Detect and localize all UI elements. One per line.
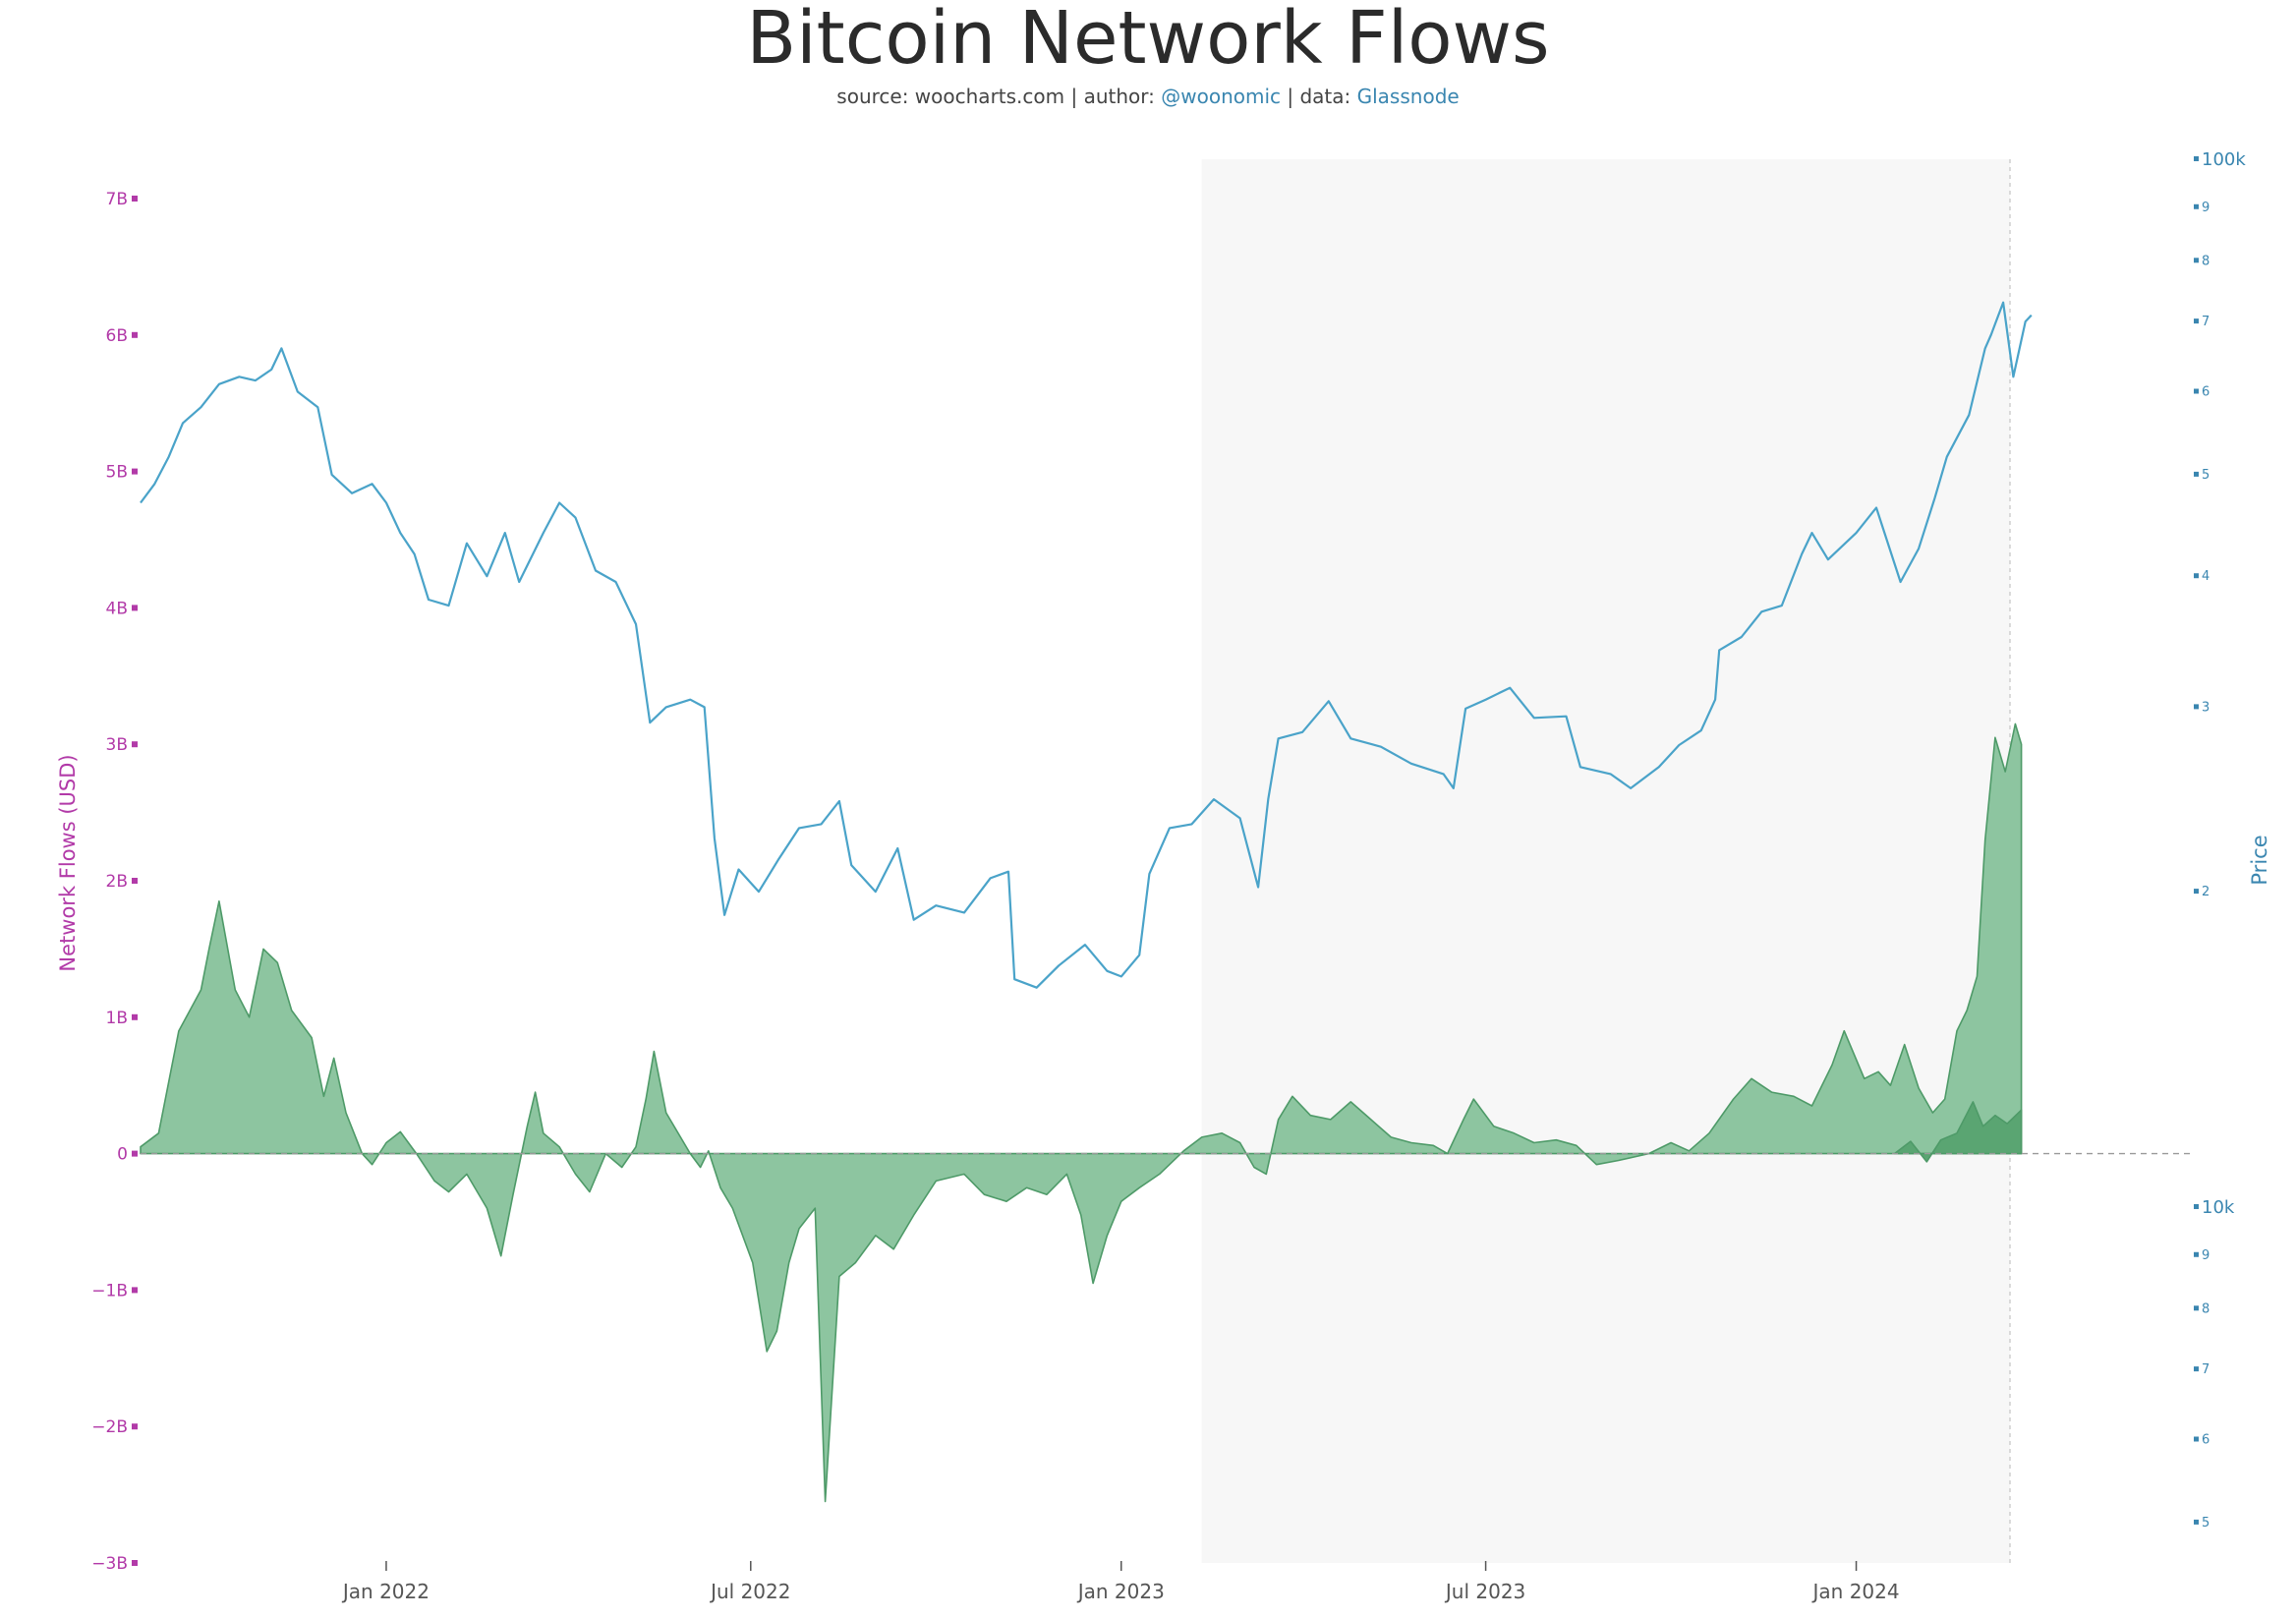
left-tick-label: 4B xyxy=(106,599,128,618)
left-tick-mark xyxy=(132,1287,138,1294)
flows-layer xyxy=(140,722,2023,1503)
right-axis-title: Price xyxy=(2248,835,2271,885)
chart-title: Bitcoin Network Flows xyxy=(746,0,1550,81)
right-tick-mark xyxy=(2194,388,2199,394)
right-tick-label: 8 xyxy=(2202,1301,2210,1316)
left-tick-mark xyxy=(132,331,138,338)
left-tick-mark xyxy=(132,1013,138,1020)
right-tick-label: 6 xyxy=(2202,384,2210,399)
left-tick-label: −1B xyxy=(91,1281,128,1300)
right-tick-mark xyxy=(2194,471,2199,477)
right-tick-label: 5 xyxy=(2202,1516,2210,1531)
left-tick-label: 1B xyxy=(106,1009,128,1028)
right-tick-mark xyxy=(2194,704,2199,710)
right-tick-label: 4 xyxy=(2202,569,2210,584)
right-tick-mark xyxy=(2194,203,2199,209)
right-tick-mark xyxy=(2194,156,2199,161)
right-tick-label: 2 xyxy=(2202,885,2210,899)
x-tick-label: Jul 2022 xyxy=(709,1580,790,1603)
x-tick-label: Jan 2024 xyxy=(1811,1580,1900,1603)
x-tick-label: Jan 2023 xyxy=(1076,1580,1165,1603)
right-tick-label: 5 xyxy=(2202,468,2210,483)
right-tick-mark xyxy=(2194,1251,2199,1257)
subtitle-author-link[interactable]: @woonomic xyxy=(1161,85,1282,108)
left-tick-mark xyxy=(132,1560,138,1566)
right-tick-mark xyxy=(2194,1204,2199,1209)
right-tick-mark xyxy=(2194,1305,2199,1311)
right-tick-label: 9 xyxy=(2202,201,2210,215)
right-tick-mark xyxy=(2194,1519,2199,1525)
right-axis: 100k 9 8 7 6 5 4 3 2 10k 9 8 7 6 5 xyxy=(2194,149,2246,1531)
x-axis: Jan 2022 Jul 2022 Jan 2023 Jul 2023 Jan 2024 xyxy=(341,1561,1900,1603)
right-tick-mark xyxy=(2194,1366,2199,1372)
right-tick-mark xyxy=(2194,573,2199,579)
left-tick-mark xyxy=(132,1150,138,1157)
right-tick-mark xyxy=(2194,1436,2199,1442)
right-tick-mark xyxy=(2194,889,2199,895)
left-tick-label: −3B xyxy=(91,1554,128,1574)
left-tick-mark xyxy=(132,1423,138,1430)
left-tick-label: 2B xyxy=(106,872,128,892)
x-tick-label: Jul 2023 xyxy=(1444,1580,1525,1603)
network-flows-inner-area xyxy=(1893,1101,2023,1163)
left-tick-mark xyxy=(132,468,138,475)
right-tick-label: 100k xyxy=(2202,149,2246,170)
network-flows-area xyxy=(140,722,2023,1503)
left-axis: 7B 6B 5B 4B 3B 2B 1B 0 −1B −2B −3B xyxy=(91,190,138,1574)
right-tick-mark xyxy=(2194,318,2199,324)
left-tick-mark xyxy=(132,741,138,748)
subtitle-data-source-link[interactable]: Glassnode xyxy=(1356,85,1460,108)
right-tick-label: 9 xyxy=(2202,1248,2210,1263)
left-tick-mark xyxy=(132,196,138,202)
right-tick-mark xyxy=(2194,258,2199,263)
left-tick-label: 7B xyxy=(106,190,128,209)
left-tick-mark xyxy=(132,605,138,611)
right-tick-label: 7 xyxy=(2202,315,2210,329)
right-tick-label: 10k xyxy=(2202,1197,2235,1218)
left-tick-label: −2B xyxy=(91,1417,128,1437)
left-tick-label: 5B xyxy=(106,463,128,483)
right-tick-label: 7 xyxy=(2202,1362,2210,1377)
left-axis-title: Network Flows (USD) xyxy=(56,754,80,971)
left-tick-label: 3B xyxy=(106,735,128,755)
subtitle-data-prefix: | data: xyxy=(1281,85,1357,108)
price-line xyxy=(140,301,2033,989)
right-tick-label: 3 xyxy=(2202,700,2210,715)
chart-subtitle: source: woocharts.com | author: @woonomi… xyxy=(0,85,2296,108)
right-tick-label: 6 xyxy=(2202,1432,2210,1447)
left-tick-mark xyxy=(132,878,138,884)
price-layer xyxy=(140,301,2033,989)
x-tick-label: Jan 2022 xyxy=(341,1580,430,1603)
right-tick-label: 8 xyxy=(2202,254,2210,268)
left-tick-label: 6B xyxy=(106,326,128,346)
subtitle-source: source: woocharts.com | author: xyxy=(836,85,1162,108)
shaded-region xyxy=(1201,159,2010,1563)
left-tick-label: 0 xyxy=(117,1145,128,1165)
